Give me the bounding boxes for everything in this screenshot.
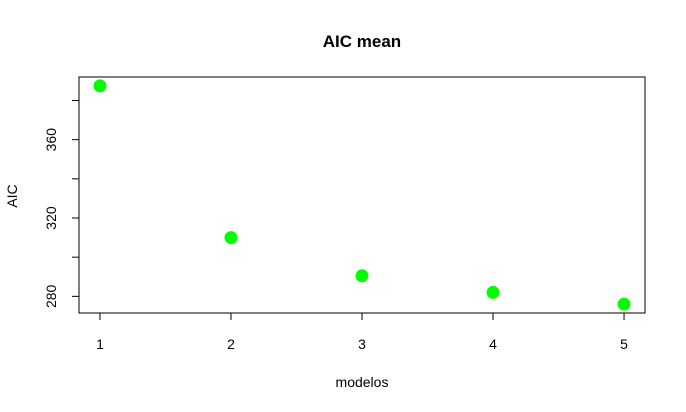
data-point <box>617 297 631 311</box>
y-axis-label: AIC <box>4 184 20 207</box>
x-tick-label: 2 <box>227 336 235 352</box>
y-tick-label: 320 <box>43 206 59 230</box>
y-tick-label: 360 <box>43 128 59 152</box>
data-point <box>486 285 500 299</box>
x-tick-label: 5 <box>620 336 628 352</box>
x-tick-label: 3 <box>358 336 366 352</box>
y-axis: 280 320 360 <box>43 100 80 308</box>
data-points <box>93 79 631 311</box>
data-point <box>93 79 107 93</box>
x-axis: 1 2 3 4 5 <box>96 312 628 352</box>
x-tick-label: 1 <box>96 336 104 352</box>
data-point <box>355 269 369 283</box>
x-tick-label: 4 <box>489 336 497 352</box>
y-tick-label: 280 <box>43 284 59 308</box>
x-axis-label: modelos <box>336 374 389 390</box>
chart-title: AIC mean <box>323 32 401 51</box>
data-point <box>224 231 238 245</box>
